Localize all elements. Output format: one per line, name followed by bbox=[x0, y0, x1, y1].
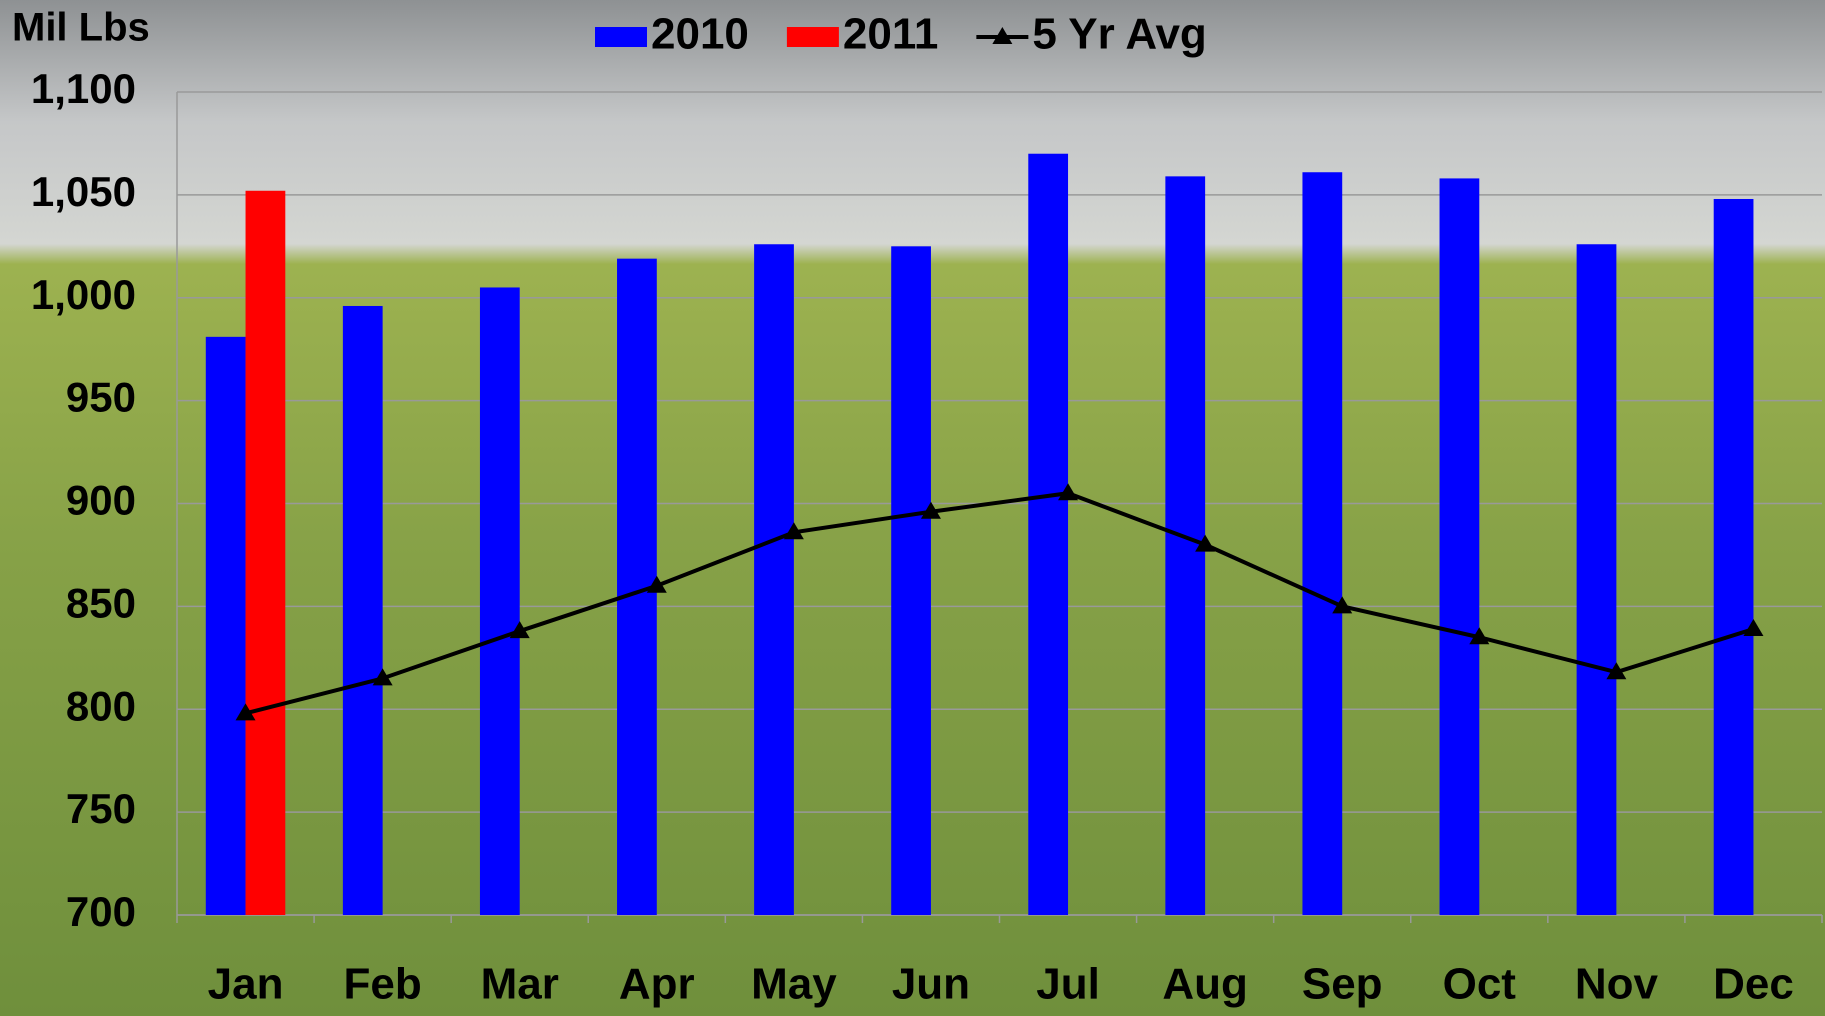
bar bbox=[1439, 178, 1480, 916]
y-tick-label: 750 bbox=[66, 785, 136, 832]
marker bbox=[1332, 596, 1353, 614]
marker bbox=[509, 621, 530, 639]
marker bbox=[372, 668, 393, 686]
y-tick-label: 800 bbox=[66, 682, 136, 729]
x-tick-label: Apr bbox=[619, 960, 695, 1009]
marker bbox=[1058, 483, 1079, 501]
x-tick-label: Aug bbox=[1162, 960, 1248, 1009]
legend-swatch bbox=[786, 27, 839, 47]
x-tick-label: Nov bbox=[1575, 960, 1659, 1009]
x-tick-label: Mar bbox=[481, 960, 559, 1009]
bar bbox=[1028, 153, 1069, 916]
bar bbox=[1302, 172, 1343, 915]
x-tick-label: Jan bbox=[208, 960, 284, 1009]
bar bbox=[479, 287, 520, 915]
marker bbox=[1469, 627, 1490, 645]
x-tick-label: Oct bbox=[1443, 960, 1517, 1009]
marker bbox=[1743, 619, 1764, 637]
x-tick-label: Jul bbox=[1036, 960, 1100, 1009]
marker bbox=[1195, 534, 1216, 552]
legend-swatch bbox=[595, 27, 647, 47]
marker bbox=[783, 522, 804, 540]
bar bbox=[891, 246, 931, 915]
marker bbox=[235, 703, 256, 721]
bar bbox=[342, 305, 383, 916]
bar bbox=[1713, 198, 1754, 916]
x-tick-label: Feb bbox=[344, 960, 422, 1009]
x-tick-label: Dec bbox=[1713, 960, 1794, 1009]
marker bbox=[646, 575, 667, 593]
y-tick-label: 950 bbox=[66, 374, 136, 421]
legend-marker bbox=[992, 27, 1013, 44]
y-tick-label: 900 bbox=[66, 477, 136, 524]
x-tick-label: Sep bbox=[1302, 960, 1383, 1009]
y-tick-label: 1,000 bbox=[31, 271, 136, 318]
marker bbox=[920, 501, 941, 519]
bar bbox=[245, 190, 286, 915]
x-tick-label: Jun bbox=[892, 960, 970, 1009]
bar bbox=[205, 336, 246, 915]
x-tick-label: May bbox=[751, 960, 837, 1009]
legend-label: 5 Yr Avg bbox=[1032, 10, 1206, 59]
line bbox=[245, 491, 1755, 716]
bar bbox=[1576, 244, 1617, 915]
marker bbox=[1606, 662, 1627, 680]
y-tick-label: 1,050 bbox=[31, 168, 136, 215]
y-tick-label: 850 bbox=[66, 579, 136, 626]
y-tick-label: 1,100 bbox=[31, 65, 136, 112]
y-tick-label: 700 bbox=[66, 888, 136, 935]
legend-label: 2010 bbox=[651, 10, 749, 59]
y-axis-label: Mil Lbs bbox=[12, 6, 150, 50]
legend-label: 2011 bbox=[843, 10, 938, 59]
bar bbox=[754, 244, 794, 915]
bar bbox=[1165, 176, 1206, 916]
